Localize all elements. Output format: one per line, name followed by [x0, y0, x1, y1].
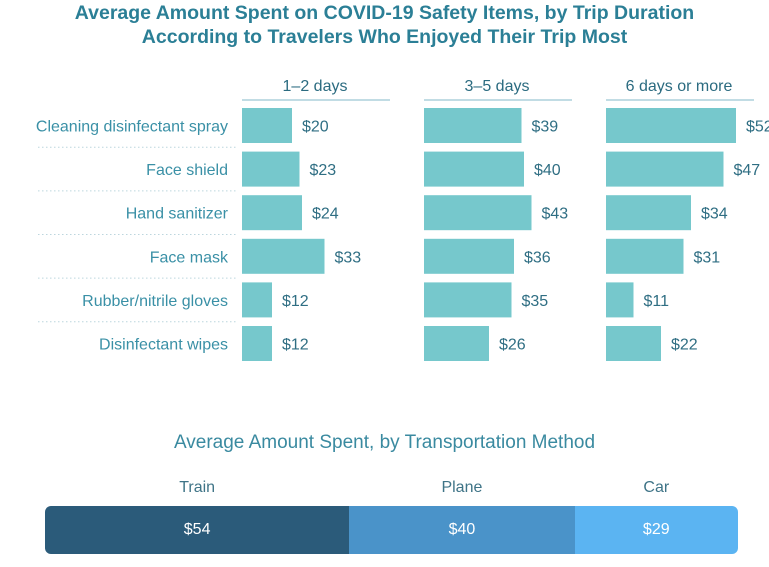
- value-label: $33: [335, 249, 362, 266]
- value-label: $47: [734, 162, 761, 179]
- transport-segment: $29: [574, 506, 738, 554]
- bar: [242, 326, 272, 361]
- value-label: $31: [694, 249, 721, 266]
- value-label: $43: [542, 206, 569, 223]
- category-label: Disinfectant wipes: [99, 337, 228, 354]
- value-label: $11: [644, 293, 670, 310]
- bar: [606, 326, 661, 361]
- category-label: Face shield: [146, 162, 228, 179]
- category-label: Face mask: [150, 249, 229, 266]
- transportation-chart-title: Average Amount Spent, by Transportation …: [173, 432, 596, 453]
- category-label: Hand sanitizer: [126, 206, 229, 223]
- bar: [424, 282, 512, 318]
- value-label: $36: [524, 249, 551, 266]
- value-label: $40: [534, 162, 561, 179]
- bar: [606, 282, 634, 318]
- bar: [424, 195, 532, 231]
- category-label: Cleaning disinfectant spray: [36, 119, 228, 136]
- bar: [606, 195, 691, 231]
- chart-title: Average Amount Spent on COVID-19 Safety …: [74, 2, 695, 24]
- bar: [424, 238, 514, 274]
- bar: [424, 108, 522, 143]
- bar: [242, 282, 272, 318]
- bar: [606, 108, 736, 143]
- transport-segment: $40: [349, 506, 575, 554]
- transport-method-label: Plane: [441, 479, 483, 496]
- column-header: 3–5 days: [465, 78, 530, 95]
- value-label: $34: [701, 206, 728, 223]
- transport-method-label: Car: [643, 479, 670, 496]
- bar: [606, 238, 684, 274]
- value-label: $12: [282, 293, 309, 310]
- value-label: $24: [312, 206, 339, 223]
- trip-duration-bar-chart: 1–2 days 3–5 days 6 days or more Cleaning d…: [36, 78, 769, 361]
- bar: [606, 151, 724, 187]
- bar: [242, 151, 300, 187]
- value-label: $35: [522, 293, 549, 310]
- bar: [242, 195, 302, 231]
- chart-subtitle: According to Travelers Who Enjoyed Their…: [141, 26, 628, 48]
- bar: [424, 151, 524, 187]
- bar: [424, 326, 489, 361]
- bar: [242, 108, 292, 143]
- value-label: $26: [499, 337, 526, 354]
- transport-value-label: $40: [448, 521, 476, 538]
- value-label: $39: [532, 119, 559, 136]
- value-label: $22: [671, 337, 698, 354]
- transport-value-label: $29: [642, 521, 670, 538]
- bar: [242, 238, 325, 274]
- transport-segment: $54: [45, 506, 350, 554]
- value-label: $52: [746, 119, 769, 136]
- transport-value-label: $54: [183, 521, 211, 538]
- value-label: $23: [310, 162, 337, 179]
- column-header: 6 days or more: [626, 78, 733, 95]
- column-header: 1–2 days: [283, 78, 348, 95]
- transport-method-label: Train: [179, 479, 216, 496]
- transportation-stacked-bar: $54 $40 $29: [45, 506, 738, 554]
- value-label: $20: [302, 119, 329, 136]
- category-label: Rubber/nitrile gloves: [82, 293, 228, 310]
- value-label: $12: [282, 337, 309, 354]
